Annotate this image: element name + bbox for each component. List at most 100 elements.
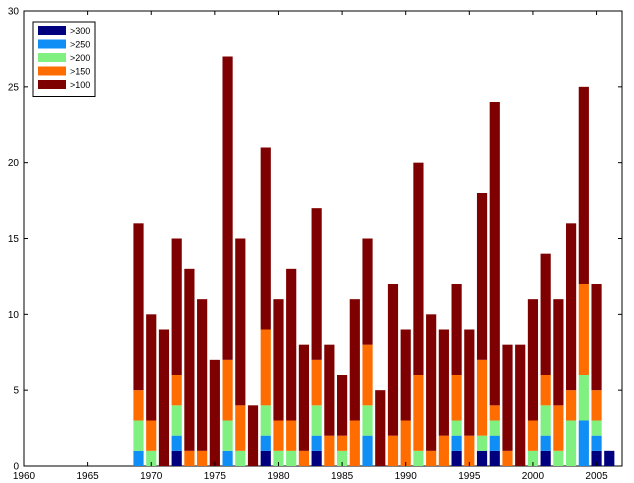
bar-segment-1979-s1	[260, 435, 271, 451]
bar-segment-2005-s2	[591, 420, 602, 436]
bar-segment-1993-s3	[438, 435, 449, 466]
bar-segment-1983-s4	[311, 208, 322, 360]
x-axis: 1960 1965 1970 1975 1980 1985 1990 1995 2000 2005	[13, 11, 608, 482]
bar-segment-1994-s0	[451, 450, 462, 466]
bar-segment-1972-s2	[171, 405, 182, 436]
bar-segment-1976-s4	[222, 56, 233, 360]
bar-segment-1978-s4	[247, 405, 259, 466]
bar-segment-1983-s2	[311, 405, 322, 436]
y-tick-label: 30	[8, 7, 20, 18]
bar-segment-2003-s2	[566, 420, 577, 466]
bar-segment-1987-s4	[362, 238, 373, 345]
bar-segment-1983-s0	[311, 450, 322, 466]
legend-label: >100	[70, 80, 90, 90]
bar-segment-1973-s4	[184, 268, 195, 451]
y-tick-label: 0	[13, 462, 19, 473]
bar-segment-1994-s4	[451, 284, 462, 375]
bar-segment-2001-s4	[540, 253, 551, 375]
bar-segment-1972-s1	[171, 435, 182, 451]
bar-segment-1994-s2	[451, 420, 462, 436]
bar-segment-2001-s1	[540, 435, 551, 451]
bar-segment-1974-s4	[197, 299, 208, 451]
bar-segment-1977-s2	[235, 450, 246, 466]
bar-segment-1984-s4	[324, 344, 335, 436]
legend-swatch	[38, 53, 66, 62]
bar-segment-1996-s3	[476, 359, 488, 436]
bar-segment-1979-s3	[260, 329, 271, 406]
x-tick-label: 1965	[76, 471, 99, 482]
bar-segment-1995-s3	[464, 435, 475, 466]
bar-segment-1996-s0	[476, 450, 488, 466]
bar-segment-1997-s4	[489, 102, 500, 406]
bar-segment-1987-s1	[362, 435, 373, 466]
bar-segment-1998-s3	[502, 450, 513, 466]
y-tick-label: 10	[8, 310, 20, 321]
bar-segment-1969-s4	[133, 223, 144, 391]
legend-swatch	[38, 66, 66, 76]
bar-segment-1983-s3	[311, 359, 322, 406]
bar-segment-1979-s4	[260, 147, 271, 330]
x-tick-label: 1985	[331, 471, 354, 482]
y-tick-label: 5	[13, 386, 19, 397]
bar-segment-1979-s0	[260, 450, 271, 466]
bar-segment-2005-s0	[591, 450, 602, 466]
bar-segment-1988-s4	[375, 390, 386, 466]
bar-segment-2004-s3	[578, 284, 589, 375]
bar-segment-1976-s2	[222, 420, 233, 451]
bar-segment-1997-s3	[489, 405, 500, 421]
bar-segment-1980-s2	[273, 450, 284, 466]
bar-segment-1998-s4	[502, 344, 513, 451]
bar-segment-1989-s3	[387, 435, 399, 466]
x-tick-label: 1975	[204, 471, 227, 482]
legend: >300 >250 >200 >150 >100	[32, 21, 96, 97]
y-tick-label: 20	[8, 158, 20, 169]
bar-segment-2002-s4	[553, 299, 564, 406]
bar-segment-2000-s3	[527, 420, 539, 451]
bar-segment-2000-s2	[527, 450, 539, 466]
bar-segment-1974-s3	[197, 450, 208, 466]
x-tick-label: 1960	[13, 471, 36, 482]
bar-segment-1990-s3	[400, 420, 411, 466]
bar-segment-1976-s3	[222, 359, 233, 421]
bar-segment-1997-s2	[489, 420, 500, 436]
x-tick-label: 2000	[522, 471, 545, 482]
x-tick-label: 1980	[267, 471, 290, 482]
bar-segment-1982-s4	[298, 344, 310, 451]
bar-segment-1982-s3	[298, 450, 310, 466]
bar-segment-1977-s3	[235, 405, 246, 451]
y-axis: 0 5 10 15 20 25 30	[8, 7, 622, 473]
x-tick-label: 2005	[585, 471, 608, 482]
bar-segment-1977-s4	[235, 238, 246, 406]
bar-segment-1981-s3	[286, 420, 297, 451]
bar-segment-2001-s3	[540, 375, 551, 406]
bar-segment-1980-s3	[273, 420, 284, 451]
bar-segment-2002-s3	[553, 405, 564, 451]
bar-segment-1975-s4	[209, 359, 220, 466]
bars-group	[133, 56, 615, 466]
bar-segment-1993-s4	[438, 329, 449, 436]
bar-segment-1972-s4	[171, 238, 182, 375]
bar-segment-1985-s4	[337, 375, 348, 436]
bar-segment-1972-s0	[171, 450, 182, 466]
bar-segment-2005-s1	[591, 435, 602, 451]
bar-segment-1991-s3	[413, 375, 424, 451]
bar-segment-2002-s2	[553, 450, 564, 466]
bar-segment-2001-s2	[540, 405, 551, 436]
bar-segment-2003-s3	[566, 390, 577, 421]
bar-segment-1996-s2	[476, 435, 488, 451]
bar-segment-1986-s3	[349, 420, 360, 466]
bar-segment-1969-s1	[133, 450, 144, 466]
y-tick-label: 15	[8, 234, 20, 245]
bar-segment-1992-s4	[426, 314, 437, 451]
bar-segment-2005-s3	[591, 390, 602, 421]
bar-segment-2001-s0	[540, 450, 551, 466]
bar-segment-2006-s0	[604, 450, 615, 466]
bar-segment-1970-s3	[146, 420, 157, 451]
legend-swatch	[38, 26, 66, 35]
bar-segment-1995-s4	[464, 329, 475, 436]
bar-segment-1985-s3	[337, 435, 348, 451]
bar-segment-1973-s3	[184, 450, 195, 466]
bar-segment-2004-s1	[578, 420, 589, 466]
bar-segment-1992-s3	[426, 450, 437, 466]
